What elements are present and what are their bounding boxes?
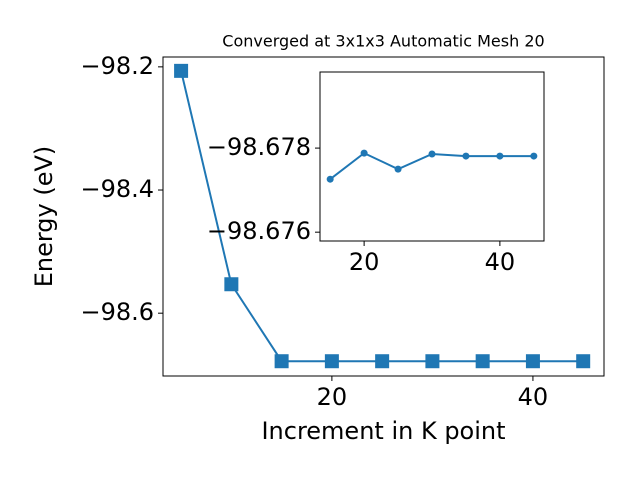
marker: [360, 149, 368, 157]
marker: [326, 175, 334, 183]
marker: [496, 152, 504, 160]
y-axis-label: Energy (eV): [30, 146, 58, 288]
marker: [425, 354, 440, 369]
y-tick-label: −98.2: [80, 52, 154, 80]
marker: [174, 63, 189, 78]
x-tick-label: 40: [518, 383, 549, 411]
marker: [375, 354, 390, 369]
y-tick-label: −98.4: [80, 175, 154, 203]
marker: [394, 165, 402, 173]
y-tick-label: −98.6: [80, 298, 154, 326]
marker: [475, 354, 490, 369]
marker: [530, 152, 538, 160]
marker: [274, 354, 289, 369]
y-tick-label: −98.676: [207, 217, 311, 245]
x-tick-label: 20: [317, 383, 348, 411]
y-tick-label: −98.678: [207, 133, 311, 161]
marker: [525, 354, 540, 369]
x-axis-label: Increment in K point: [261, 417, 505, 445]
x-tick-label: 20: [349, 248, 380, 276]
marker: [224, 277, 239, 292]
marker: [576, 354, 591, 369]
marker: [428, 150, 436, 158]
marker: [324, 354, 339, 369]
x-tick-label: 40: [485, 248, 516, 276]
chart-title: Converged at 3x1x3 Automatic Mesh 20: [222, 32, 544, 51]
marker: [462, 152, 470, 160]
